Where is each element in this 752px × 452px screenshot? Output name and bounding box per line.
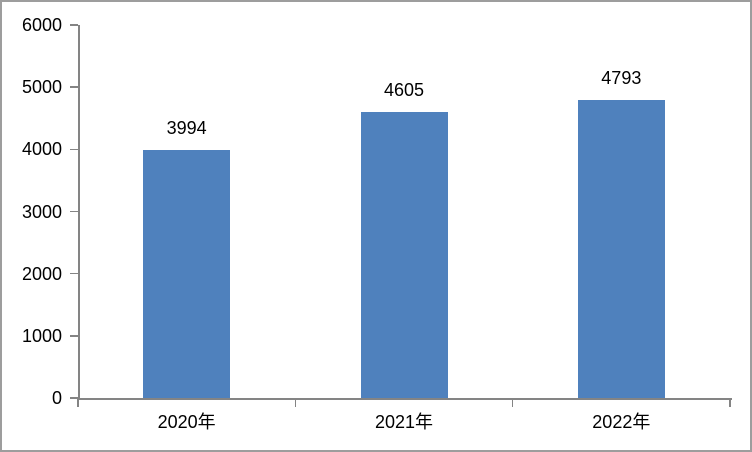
x-axis-tick — [511, 398, 514, 407]
y-axis-tick — [70, 210, 78, 213]
y-axis-tick-label: 0 — [51, 388, 62, 408]
y-axis-tick — [70, 24, 78, 26]
y-axis-tick — [70, 335, 78, 337]
y-axis-tick — [70, 397, 78, 399]
x-axis-category-label: 2020年 — [157, 412, 216, 432]
bar — [360, 111, 448, 398]
y-axis-tick-label: 4000 — [21, 139, 62, 160]
y-axis-tick — [70, 86, 78, 88]
y-axis-tick — [70, 148, 78, 151]
x-axis-tick — [77, 398, 79, 407]
x-axis-category-label: 2022年 — [592, 412, 651, 432]
y-axis-tick-label: 1000 — [21, 325, 62, 346]
y-axis-line — [78, 25, 80, 400]
bar — [577, 100, 665, 398]
y-axis-tick-label: 6000 — [21, 15, 62, 35]
bar-value-label: 4605 — [383, 79, 425, 100]
x-axis-tick — [729, 398, 731, 407]
bar-value-label: 3994 — [166, 117, 207, 138]
bar-value-label: 4793 — [601, 68, 642, 89]
x-axis-category-label: 2021年 — [374, 412, 434, 432]
y-axis-tick-label: 2000 — [21, 263, 62, 284]
y-axis-tick — [70, 272, 78, 275]
x-axis-line — [78, 398, 732, 400]
bar — [143, 149, 231, 398]
y-axis-tick-label: 5000 — [21, 77, 62, 98]
y-axis-tick-label: 3000 — [21, 201, 62, 222]
x-axis-tick — [294, 398, 297, 407]
